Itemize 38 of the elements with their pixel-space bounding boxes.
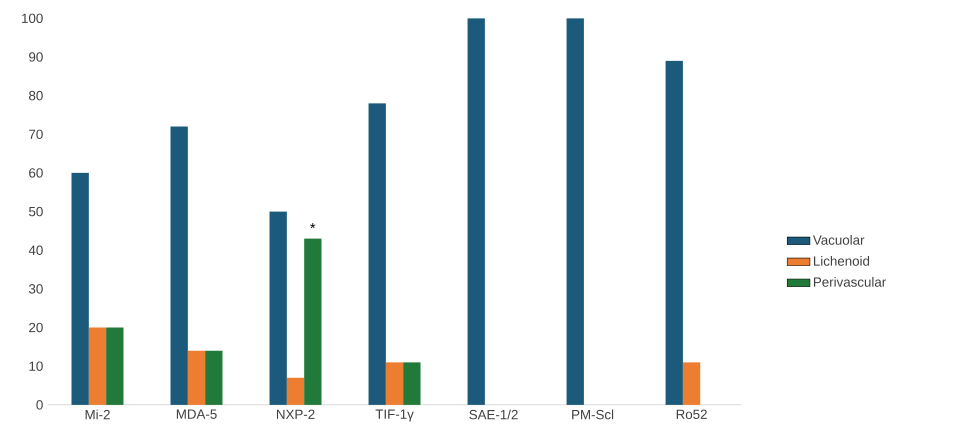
bar	[286, 378, 304, 405]
legend-label: Lichenoid	[814, 256, 870, 266]
y-tick-label: 60	[29, 168, 43, 178]
y-tick-label: 20	[29, 322, 43, 332]
bar	[106, 328, 124, 405]
x-tick-label: Mi-2	[86, 410, 110, 420]
bar	[566, 18, 584, 405]
bar	[205, 350, 222, 405]
y-tick-label: 70	[29, 130, 43, 140]
x-tick-label: MDA-5	[176, 410, 217, 419]
x-tick-label: Ro52	[676, 410, 707, 420]
annotation: *	[310, 223, 316, 228]
legend-label: Perivascular	[814, 277, 886, 287]
y-tick-label: 40	[28, 246, 43, 256]
bar	[188, 350, 206, 405]
y-tick-label: 50	[29, 206, 43, 216]
x-tick-label: TIF-1γ	[376, 410, 414, 422]
bar	[682, 362, 700, 405]
bar	[72, 173, 89, 405]
bar	[170, 126, 188, 405]
legend-label: Vacuolar	[812, 235, 864, 245]
x-tick-label: NXP-2	[276, 410, 314, 419]
y-tick-label: 30	[28, 284, 43, 294]
bar	[468, 18, 485, 405]
y-tick-label: 80	[29, 90, 43, 100]
bar	[88, 328, 106, 405]
y-tick-label: 0	[36, 400, 43, 410]
y-tick-label: 100	[22, 14, 43, 24]
bar	[386, 362, 404, 405]
bar	[368, 103, 386, 405]
bar	[304, 238, 322, 405]
x-tick-label: PM-Scl	[572, 410, 614, 420]
x-tick-label: SAE-1/2	[469, 410, 518, 420]
y-tick-label: 10	[29, 362, 43, 371]
bar	[270, 212, 287, 405]
bar	[403, 362, 421, 405]
y-tick-label: 90	[29, 52, 43, 62]
bar	[666, 60, 683, 405]
